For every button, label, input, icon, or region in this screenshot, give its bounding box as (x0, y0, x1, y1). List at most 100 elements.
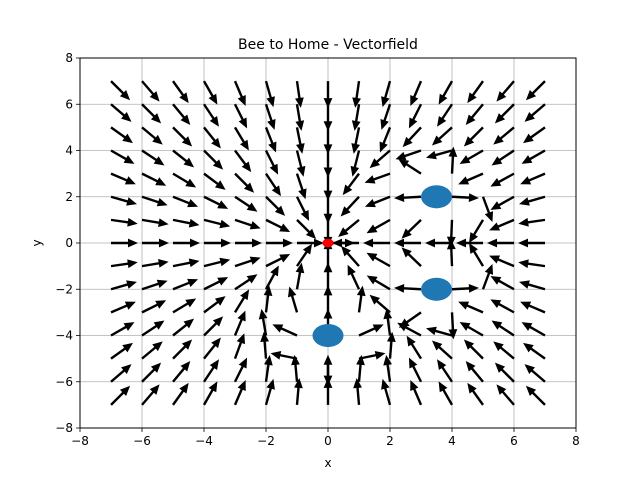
x-axis-label: x (324, 456, 331, 470)
obstacle-circle-1 (421, 277, 452, 301)
vector-arrow-94 (287, 286, 299, 313)
vector-arrow-156 (401, 247, 422, 267)
vector-arrow-2 (110, 342, 133, 360)
x-tick-label-7: 6 (510, 434, 518, 448)
vector-arrow-140 (366, 275, 391, 291)
vector-arrow-109 (323, 285, 333, 313)
vector-arrow-139 (369, 294, 391, 314)
vector-arrow-93 (272, 324, 298, 337)
obstacle-circle-2 (312, 323, 344, 348)
vector-arrow-146 (369, 149, 391, 169)
vector-arrow-45 (202, 381, 218, 406)
vector-arrow-47 (203, 337, 221, 360)
vector-arrow-216 (518, 259, 546, 269)
vector-arrow-125 (347, 264, 361, 290)
vector-arrow-102 (295, 127, 305, 154)
vector-arrow-131 (350, 150, 361, 177)
vector-arrow-129 (340, 195, 360, 217)
vector-arrow-206 (491, 149, 515, 166)
vector-arrow-101 (295, 150, 306, 177)
vector-arrow-74 (233, 80, 246, 106)
vector-arrow-48 (203, 316, 224, 337)
vector-arrow-198 (491, 320, 515, 337)
y-tick-label-5: 2 (65, 190, 73, 204)
vector-arrow-76 (264, 355, 273, 382)
vector-arrow-148 (380, 103, 392, 130)
vector-arrow-223 (524, 103, 546, 122)
x-tick-label-3: −2 (257, 434, 275, 448)
vector-arrow-65 (234, 274, 258, 291)
vector-arrow-86 (264, 149, 279, 175)
vector-arrow-166 (437, 359, 453, 383)
vector-arrow-217 (518, 238, 545, 248)
vector-arrow-188 (469, 219, 485, 243)
y-tick-label-1: −6 (55, 375, 73, 389)
vector-arrow-210 (525, 385, 546, 406)
vector-arrow-107 (323, 358, 333, 386)
vector-arrow-7 (111, 238, 138, 248)
vector-arrow-85 (265, 172, 281, 197)
vector-arrow-73 (233, 103, 248, 129)
vector-arrow-91 (291, 354, 300, 382)
vector-arrow-121 (356, 354, 365, 382)
vector-arrow-67 (235, 238, 262, 248)
vector-arrow-8 (110, 217, 138, 227)
vector-arrow-185 (481, 263, 494, 290)
vector-arrow-192 (463, 126, 484, 147)
vector-arrow-55 (203, 172, 226, 190)
vector-arrows (110, 80, 546, 406)
vector-arrow-220 (520, 172, 546, 185)
y-tick-label-3: −2 (55, 282, 73, 296)
vector-arrow-207 (493, 126, 515, 145)
vector-arrow-71 (234, 149, 252, 173)
vector-arrow-193 (465, 103, 484, 125)
home-point (322, 238, 334, 248)
vector-arrow-75 (264, 378, 275, 406)
vector-arrow-175 (448, 146, 458, 174)
vector-arrow-20 (141, 279, 168, 291)
vector-arrow-40 (172, 172, 197, 188)
vector-arrow-218 (518, 217, 546, 227)
vector-arrow-3 (110, 322, 135, 337)
vector-arrow-169 (448, 312, 458, 340)
vector-arrow-80 (264, 265, 279, 290)
vector-arrow-133 (351, 104, 361, 131)
vector-arrow-141 (366, 252, 391, 268)
vector-arrow-171 (446, 239, 456, 267)
vector-arrow-115 (323, 173, 333, 201)
vector-arrow-96 (296, 243, 313, 267)
vector-arrow-143 (366, 218, 391, 234)
vector-arrow-202 (487, 238, 514, 248)
vector-arrow-120 (353, 377, 362, 405)
vector-arrow-177 (431, 126, 453, 146)
vector-arrow-224 (525, 80, 546, 101)
vector-arrow-186 (469, 243, 485, 267)
vector-arrow-179 (438, 80, 454, 105)
vector-arrow-19 (141, 300, 167, 314)
chart-title: Bee to Home - Vectorfield (238, 37, 418, 53)
home-marker (322, 238, 334, 248)
vector-arrow-110 (323, 262, 333, 290)
vector-arrow-176 (426, 149, 453, 160)
vector-arrow-1 (110, 364, 132, 383)
vector-arrow-136 (383, 355, 392, 382)
vector-arrow-161 (395, 149, 422, 161)
vector-arrow-88 (264, 103, 276, 130)
vector-arrow-221 (521, 149, 546, 164)
vector-arrow-205 (490, 172, 515, 187)
vector-arrow-52 (204, 238, 231, 248)
vector-arrow-117 (323, 127, 333, 155)
vector-arrow-151 (408, 357, 423, 383)
vector-arrow-18 (141, 320, 165, 337)
vector-arrow-149 (381, 80, 392, 108)
vector-arrow-72 (233, 126, 249, 151)
vector-arrow-66 (234, 256, 261, 268)
vector-arrow-132 (351, 127, 361, 154)
vector-arrow-11 (110, 149, 135, 164)
vector-arrow-69 (234, 195, 258, 212)
vector-arrow-104 (295, 80, 304, 108)
vector-arrow-123 (358, 324, 384, 337)
vector-arrow-61 (233, 357, 248, 383)
vector-arrow-137 (386, 331, 396, 359)
